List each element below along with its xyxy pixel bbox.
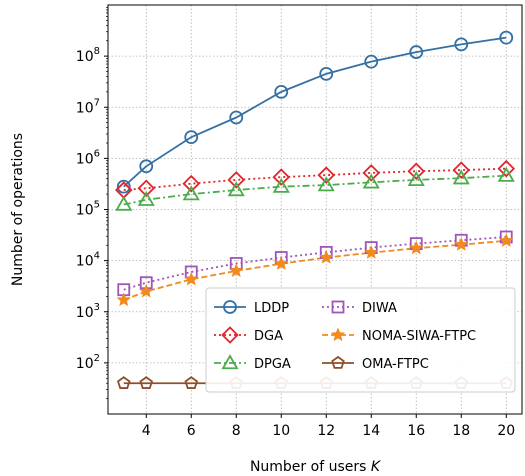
x-tick-label: 20 xyxy=(497,423,515,439)
data-point-oma-ftpc xyxy=(116,376,131,389)
legend-marker-diwa xyxy=(331,300,345,314)
data-point-dga xyxy=(227,171,246,189)
series-line-dga xyxy=(123,167,507,191)
legend-marker-oma-ftpc xyxy=(331,355,345,369)
data-point-dpga xyxy=(452,169,470,185)
legend-label-oma-ftpc: OMA-FTPC xyxy=(362,357,429,372)
x-tick-label: 10 xyxy=(272,423,290,439)
data-point-lddp xyxy=(454,37,469,52)
legend-label-lddp: LDDP xyxy=(254,301,289,316)
data-point-oma-ftpc xyxy=(139,376,154,389)
x-tick-label: 6 xyxy=(187,423,196,439)
data-point-lddp xyxy=(184,130,199,145)
y-tick-label: 106 xyxy=(76,148,100,167)
x-tick-label: 18 xyxy=(452,423,470,439)
legend-marker-dga xyxy=(221,326,239,344)
data-point-dga xyxy=(362,164,381,182)
legend-box xyxy=(205,287,516,393)
data-point-noma-siwa-ftpc xyxy=(116,292,131,307)
data-point-noma-siwa-ftpc xyxy=(229,263,244,277)
legend-marker-lddp xyxy=(223,300,237,314)
data-point-dpga xyxy=(182,185,200,201)
y-tick-label: 105 xyxy=(76,200,100,219)
data-point-dga xyxy=(317,166,336,184)
x-tick-label: 14 xyxy=(362,423,380,439)
y-tick-label: 104 xyxy=(76,251,100,270)
data-point-noma-siwa-ftpc xyxy=(319,249,334,264)
data-point-noma-siwa-ftpc xyxy=(409,240,424,255)
data-point-dpga xyxy=(407,171,425,187)
data-point-lddp xyxy=(139,159,154,174)
legend-marker-dpga xyxy=(221,354,239,370)
data-point-oma-ftpc xyxy=(184,376,199,389)
data-point-dpga xyxy=(362,173,380,189)
data-point-dga xyxy=(272,168,291,186)
y-tick-label: 108 xyxy=(76,46,100,65)
y-tick-label: 103 xyxy=(76,302,100,321)
data-point-noma-siwa-ftpc xyxy=(184,271,199,286)
legend: LDDP DGA DPGA DIWA NOMA-SIWA-FTPC OMA-FTPC xyxy=(205,287,516,393)
data-point-dga xyxy=(182,174,201,193)
data-point-dpga xyxy=(497,166,515,182)
data-point-lddp xyxy=(409,45,424,59)
data-point-dpga xyxy=(272,177,290,193)
data-point-dga xyxy=(407,162,426,181)
data-point-lddp xyxy=(364,54,379,69)
series-line-dpga xyxy=(123,174,507,206)
x-tick-label: 12 xyxy=(317,423,335,439)
data-point-lddp xyxy=(319,66,334,81)
data-point-dga xyxy=(497,159,516,178)
legend-marker-noma-siwa-ftpc xyxy=(330,327,346,342)
x-tick-label: 8 xyxy=(232,423,241,439)
series-line-diwa xyxy=(123,236,507,291)
data-point-lddp xyxy=(229,110,244,125)
series-line-lddp xyxy=(123,36,507,188)
data-point-lddp xyxy=(499,30,514,45)
data-point-noma-siwa-ftpc xyxy=(139,283,154,298)
data-point-lddp xyxy=(116,179,131,194)
legend-label-dpga: DPGA xyxy=(254,357,291,372)
x-tick-label: 16 xyxy=(407,423,425,439)
data-point-dga xyxy=(452,161,471,179)
y-axis-label: Number of operations xyxy=(10,133,26,286)
y-tick-label: 107 xyxy=(76,97,100,116)
axis-ticks: 4 6 8 10 12 14 16 18 20 102 103 104 105 106 107 108 xyxy=(76,6,515,439)
data-point-dpga xyxy=(317,176,335,192)
x-tick-label: 4 xyxy=(142,423,151,439)
data-point-noma-siwa-ftpc xyxy=(364,245,379,259)
x-axis-label: Number of users K xyxy=(250,459,382,475)
data-point-dga xyxy=(137,179,156,198)
legend-label-dga: DGA xyxy=(254,329,283,344)
data-point-noma-siwa-ftpc xyxy=(274,256,289,270)
legend-label-noma-siwa-ftpc: NOMA-SIWA-FTPC xyxy=(362,329,476,344)
data-point-noma-siwa-ftpc xyxy=(454,237,469,251)
legend-label-diwa: DIWA xyxy=(362,301,397,316)
data-point-dpga xyxy=(137,190,155,206)
data-point-noma-siwa-ftpc xyxy=(499,233,514,247)
series-line-noma-siwa-ftpc xyxy=(123,239,507,301)
data-point-dpga xyxy=(115,195,133,211)
data-point-lddp xyxy=(274,84,289,99)
data-point-dpga xyxy=(227,181,245,197)
y-tick-label: 102 xyxy=(76,353,100,372)
